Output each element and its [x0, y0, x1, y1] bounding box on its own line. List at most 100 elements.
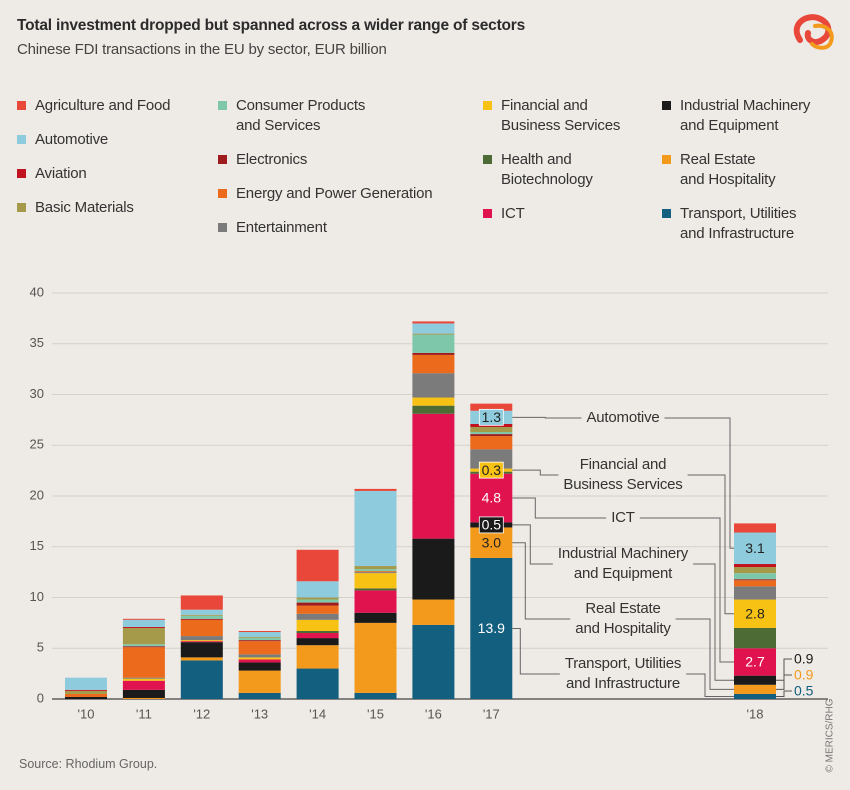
- callout: ICT: [523, 508, 723, 528]
- bar-segment: [412, 538, 455, 600]
- legend-label: Electronics: [236, 151, 308, 168]
- legend-swatch: [218, 223, 227, 232]
- bar-segment: [238, 657, 281, 660]
- legend-item: Health and Biotechnology: [483, 150, 620, 190]
- y-tick-label: 25: [30, 437, 44, 452]
- bar-segment: [238, 638, 281, 641]
- legend-item: Consumer Products and Services: [218, 96, 432, 136]
- callout: Transport, Utilities and Infrastructure: [523, 654, 723, 694]
- label-background: [478, 516, 504, 534]
- legend-item: Industrial Machinery and Equipment: [662, 96, 810, 136]
- bar-segment: [734, 580, 776, 587]
- y-tick-label: 20: [30, 487, 44, 502]
- x-tick-label: '15: [367, 706, 384, 721]
- label-connector: [776, 690, 792, 697]
- bar-segment: [734, 599, 776, 628]
- callout-line: [512, 469, 559, 476]
- callout: Industrial Machinery and Equipment: [523, 544, 723, 584]
- value-label: 3.0: [482, 534, 502, 550]
- bar-segment: [238, 659, 281, 663]
- value-label: 3.1: [745, 540, 765, 556]
- bar-segment: [122, 680, 165, 690]
- value-label: 4.8: [482, 490, 502, 506]
- value-label: 0.3: [482, 462, 502, 478]
- bar-segment: [122, 677, 165, 679]
- legend-column: Financial and Business Services Health an…: [483, 96, 620, 224]
- source: Source: Rhodium Group.: [19, 757, 158, 771]
- bar-segment: [296, 630, 339, 634]
- bar-segment: [412, 397, 455, 406]
- bar-segment: [180, 657, 223, 661]
- callout-line: [693, 563, 734, 681]
- y-tick-label: 30: [30, 386, 44, 401]
- legend-label: Real Estate and Hospitality: [680, 151, 776, 188]
- legend-item: ICT: [483, 204, 620, 224]
- bar-segment: [734, 586, 776, 600]
- bar-segment: [734, 693, 776, 699]
- legend-swatch: [17, 135, 26, 144]
- callout-label: Automotive: [586, 409, 660, 426]
- bar-segment: [180, 618, 223, 620]
- y-tick-label: 35: [30, 335, 44, 350]
- bar-segment: [122, 678, 165, 681]
- bar-segment: [734, 684, 776, 694]
- legend-swatch: [662, 101, 671, 110]
- bar-segment: [412, 321, 455, 324]
- bar-segment: [122, 697, 165, 699]
- bar-segment: [65, 696, 107, 699]
- legend-label: Industrial Machinery and Equipment: [680, 97, 811, 134]
- legend-label: Transport, Utilities and Infrastructure: [680, 205, 797, 242]
- legend-swatch: [17, 169, 26, 178]
- bar-segment: [180, 619, 223, 637]
- bar-segment: [734, 567, 776, 574]
- legend-swatch: [483, 155, 492, 164]
- legend-label: Financial and Business Services: [501, 97, 621, 134]
- bar-segment: [180, 609, 223, 615]
- callout-label: Industrial Machinery and Equipment: [557, 545, 689, 582]
- bar-segment: [296, 581, 339, 598]
- bar-segment: [734, 532, 776, 565]
- bar-segment: [122, 646, 165, 648]
- y-tick-label: 0: [37, 690, 44, 705]
- bar-segment: [354, 622, 397, 693]
- callout-line: [512, 416, 582, 419]
- legend-label: Automotive: [35, 131, 109, 148]
- bar-segment: [122, 647, 165, 678]
- value-label: 2.8: [745, 605, 765, 621]
- legend-swatch: [17, 203, 26, 212]
- callout-line: [687, 474, 734, 615]
- bar-segment: [238, 641, 281, 655]
- bar-segment: [180, 640, 223, 642]
- bar-segment: [354, 571, 397, 573]
- y-tick-label: 5: [37, 640, 44, 655]
- legend-swatch: [662, 209, 671, 218]
- value-label: 0.9: [794, 667, 814, 683]
- bar-segment: [296, 602, 339, 606]
- value-label: 0.5: [482, 517, 502, 533]
- legend-label: ICT: [501, 205, 525, 222]
- bar-segment: [296, 599, 339, 603]
- label-background: [478, 461, 504, 479]
- bar-segment: [412, 373, 455, 398]
- bar-segment: [412, 599, 455, 625]
- x-tick-label: '18: [747, 706, 764, 721]
- logo: [793, 14, 834, 50]
- bar-segment: [734, 523, 776, 533]
- bar-segment: [180, 615, 223, 619]
- y-tick-label: 40: [30, 284, 44, 299]
- bar-segment: [180, 614, 223, 616]
- callout-label: Transport, Utilities and Infrastructure: [564, 655, 682, 692]
- bar-segment: [296, 619, 339, 631]
- legend-item: Financial and Business Services: [483, 96, 620, 136]
- legend-label: Entertainment: [236, 219, 327, 236]
- bar-segment: [296, 549, 339, 582]
- bar-segment: [65, 689, 107, 691]
- legend-label: Health and Biotechnology: [501, 151, 593, 188]
- legend-label: Basic Materials: [35, 199, 134, 216]
- x-tick-label: '10: [78, 706, 95, 721]
- bar-segment: [354, 573, 397, 589]
- callout-line: [512, 542, 571, 620]
- bar-segment: [734, 573, 776, 580]
